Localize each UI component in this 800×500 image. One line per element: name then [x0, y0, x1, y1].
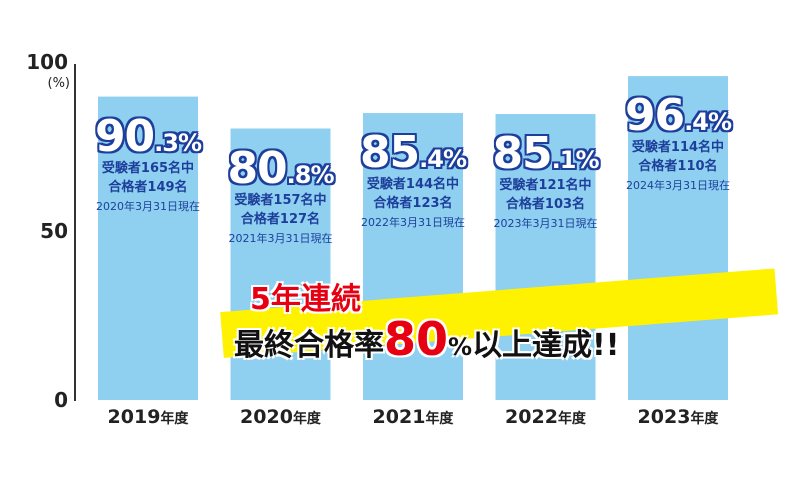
x-tick-suffix: 年度 [557, 411, 586, 427]
x-tick-year: 2019 [107, 406, 161, 428]
bar-data-label: 85.4% 受験者144名中 合格者123名 2022年3月31日現在 [347, 131, 479, 232]
pass-rate-label: 85.4% [347, 131, 479, 175]
banner-text-a: 最終合格率 [234, 328, 384, 363]
pass-rate-integer: 85 [359, 127, 420, 179]
pass-rate-label: 96.4% [612, 94, 744, 138]
achievement-banner: 5年連続 最終合格率80%以上達成!! [220, 268, 782, 374]
passer-count-label: 合格者127名 [240, 211, 321, 227]
as-of-date-label: 2021年3月31日現在 [228, 231, 333, 245]
bar-2021 [363, 113, 463, 400]
examinee-count-label: 受験者121名中 [499, 178, 592, 194]
pass-rate-integer: 80 [227, 142, 287, 194]
pass-rate-integer: 85 [492, 128, 552, 180]
banner-line-2: 最終合格率80%以上達成!! [234, 312, 619, 366]
banner-text-b: 以上達成!! [472, 328, 620, 363]
as-of-date-label: 2022年3月31日現在 [361, 216, 465, 230]
bar-data-label: 90.3% 受験者165名中 合格者149名 2020年3月31日現在 [82, 114, 214, 216]
pass-rate-decimal: .3% [154, 128, 202, 157]
pass-rate-integer: 96 [624, 90, 685, 142]
x-tick-label: 2021年度 [358, 406, 468, 428]
x-tick-year: 2021 [372, 406, 426, 428]
bar-2022 [495, 114, 596, 401]
x-tick-label: 2023年度 [623, 406, 733, 428]
passer-count-label: 合格者123名 [373, 196, 453, 212]
examinee-count-label: 受験者165名中 [101, 160, 195, 176]
y-tick-0: 0 [54, 388, 68, 412]
x-tick-label: 2020年度 [226, 406, 336, 428]
x-tick-suffix: 年度 [160, 411, 189, 427]
as-of-date-label: 2024年3月31日現在 [626, 179, 730, 193]
bar-data-label: 85.1% 受験者121名中 合格者103名 2023年3月31日現在 [480, 132, 612, 233]
passer-count-label: 合格者110名 [638, 159, 718, 175]
examinee-count-label: 受験者144名中 [366, 177, 460, 193]
pass-rate-decimal: .8% [286, 160, 335, 189]
pass-rate-decimal: .4% [684, 108, 732, 137]
banner-percent: % [448, 333, 473, 361]
y-axis-unit: (%) [47, 76, 71, 91]
x-tick-suffix: 年度 [690, 411, 719, 427]
passer-count-label: 合格者149名 [108, 179, 188, 195]
bar-data-label: 80.8% 受験者157名中 合格者127名 2021年3月31日現在 [215, 146, 347, 248]
passer-count-label: 合格者103名 [505, 197, 586, 213]
pass-rate-label: 85.1% [480, 132, 612, 176]
bar-2023 [628, 76, 728, 400]
pass-rate-label: 90.3% [82, 114, 214, 159]
x-tick-year: 2023 [637, 406, 691, 428]
pass-rate-label: 80.8% [215, 146, 347, 191]
y-tick-50: 50 [40, 219, 68, 243]
y-axis-line [74, 64, 76, 401]
x-tick-year: 2020 [240, 406, 293, 428]
banner-number: 80 [384, 312, 449, 366]
pass-rate-decimal: .1% [551, 146, 600, 175]
bar-2019 [98, 96, 198, 400]
bar-data-label: 96.4% 受験者114名中 合格者110名 2024年3月31日現在 [612, 94, 744, 195]
x-tick-suffix: 年度 [292, 411, 321, 427]
examinee-count-label: 受験者157名中 [234, 192, 327, 208]
x-tick-year: 2022 [505, 406, 558, 428]
x-tick-label: 2019年度 [93, 406, 203, 428]
x-tick-label: 2022年度 [491, 406, 601, 428]
banner-line-1: 5年連続 [250, 282, 361, 317]
y-tick-100: 100 [26, 50, 68, 74]
pass-rate-integer: 90 [94, 110, 155, 162]
x-tick-suffix: 年度 [425, 411, 454, 427]
examinee-count-label: 受験者114名中 [631, 140, 725, 156]
as-of-date-label: 2020年3月31日現在 [96, 199, 200, 213]
as-of-date-label: 2023年3月31日現在 [493, 217, 598, 231]
pass-rate-decimal: .4% [419, 145, 467, 174]
